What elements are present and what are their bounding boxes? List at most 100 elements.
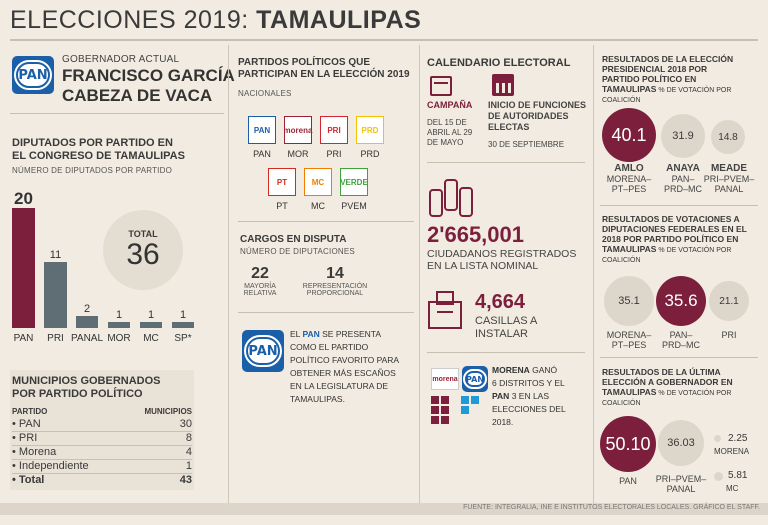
pan-note-1a: EL [290, 329, 303, 339]
bar-category-label: SP* [174, 333, 191, 344]
bar-category-label: MOR [107, 333, 130, 344]
pres-coal2-1: PT–PES [611, 184, 647, 194]
pres-label-2: ANAYA PAN– PRD–MC [655, 164, 711, 195]
municipios-count: 43 [179, 474, 192, 486]
gov-title-2: ELECCIÓN A GOBERNADOR EN [602, 377, 733, 387]
total-circle: TOTAL 36 [103, 210, 183, 290]
morena-note-3a: PAN [492, 391, 510, 401]
total-label: TOTAL [128, 229, 158, 239]
cargos-rp: 14 REPRESENTACIÓN PROPORCIONAL [300, 265, 370, 297]
fed-circle-2: 35.6 [656, 276, 706, 326]
bar-mor [108, 322, 130, 328]
municipios-row: • PRI 8 [12, 432, 192, 446]
bar-value-label: 11 [50, 249, 61, 261]
gov-coal2-2: PANAL [666, 484, 696, 494]
functions-label-1: INICIO DE FUNCIONES [488, 100, 587, 110]
bar-sp [172, 322, 194, 328]
municipios-title-line1: MUNICIPIOS GOBERNADOS [12, 375, 161, 387]
bar-value-label: 20 [14, 189, 33, 208]
morena-note-line2: 6 DISTRITOS Y EL [492, 378, 565, 388]
pres-title-2: PRESIDENCIAL 2018 POR [602, 64, 708, 74]
morena-note-1a: MORENA [492, 365, 530, 375]
bar-value-label: 2 [84, 303, 90, 315]
municipios-col-count: MUNICIPIOS [144, 407, 192, 416]
divider-1 [228, 45, 229, 503]
cargos-rule [238, 312, 414, 313]
governor-name-line1: FRANCISCO GARCÍA [62, 66, 235, 85]
fed-coal1-2: PAN– [669, 330, 693, 340]
pan-note-line3: POLÍTICO FAVORITO PARA [290, 355, 400, 365]
fed-label-3: PRI [709, 330, 749, 340]
pres-title-3: PARTIDO POLÍTICO EN [602, 74, 697, 84]
municipios-title: MUNICIPIOS GOBERNADOS POR PARTIDO POLÍTI… [12, 375, 161, 401]
casillas-label-1: CASILLAS A [475, 315, 538, 327]
casillas-rule [427, 352, 585, 353]
gov-coal1-3: MORENA [714, 447, 750, 456]
gov-unit: % DE VOTACIÓN POR [656, 390, 732, 397]
page-title: ELECCIONES 2019: TAMAULIPAS [10, 6, 421, 35]
morena-note: MORENA GANÓ 6 DISTRITOS Y EL PAN 3 EN LA… [492, 364, 566, 429]
cargos-mr-value: 22 [251, 265, 269, 282]
party-label: PAN [253, 149, 271, 159]
title-state: TAMAULIPAS [256, 6, 422, 34]
party-label: PRD [360, 149, 380, 159]
cargos-sub: NÚMERO DE DIPUTACIONES [240, 247, 355, 256]
pres-circle-1: 40.1 [602, 108, 656, 162]
pan-note-line6: TAMAULIPAS. [290, 394, 345, 404]
fed-unit: % DE VOTACIÓN POR [656, 247, 732, 254]
gov-value-2: 36.03 [667, 437, 695, 449]
gov-value-3: 2.25 [728, 433, 748, 444]
fed-coal1-3: PRI [721, 330, 737, 340]
total-value: 36 [126, 238, 160, 271]
morena-note-line1: MORENA GANÓ [492, 364, 566, 377]
gov-title: RESULTADOS DE LA ÚLTIMA ELECCIÓN A GOBER… [602, 367, 733, 409]
pan-note-line2: COMO EL PARTIDO [290, 342, 369, 352]
cargos-rp-label2: PROPORCIONAL [306, 290, 364, 297]
cargos-title: CARGOS EN DISPUTA [240, 234, 347, 245]
pan-logo-small: PAN [462, 366, 488, 392]
parties-rule [238, 221, 414, 222]
fed-label-2: PAN– PRD–MC [652, 330, 710, 350]
pan-note-line1: EL PAN SE PRESENTA [290, 328, 399, 341]
party-logo-mc: MC [304, 168, 332, 196]
campaign-dates: DEL 15 DE ABRIL AL 29 DE MAYO [427, 118, 472, 148]
pres-coal1-1: MORENA– [606, 174, 652, 184]
cargos-rp-label1: REPRESENTACIÓN [302, 283, 368, 290]
bar-panal [76, 316, 98, 328]
bar-pan [12, 208, 35, 328]
campaign-dates-2: ABRIL AL 29 [427, 128, 473, 137]
functions-label: INICIO DE FUNCIONES DE AUTORIDADES ELECT… [488, 100, 586, 133]
bar-category-label: PAN [14, 333, 34, 344]
fed-coal2-1: PT–PES [611, 340, 647, 350]
municipios-row: • PAN 30 [12, 418, 192, 432]
gov-value-1: 50.10 [605, 433, 651, 454]
citizens-label-2: EN LA LISTA NOMINAL [427, 260, 539, 272]
bar-pri [44, 262, 67, 328]
pres-coal1-3: PRI–PVEM– [703, 174, 755, 184]
pan-note-line5: EN LA LEGISLATURA DE [290, 381, 389, 391]
ballot-box-icon [428, 291, 462, 329]
party-logo-pvem: VERDE [340, 168, 368, 196]
municipios-table: • PAN 30 • PRI 8 • Morena 4 • Independiente 1 • … [12, 418, 192, 487]
municipios-panel [10, 370, 194, 490]
municipios-header: PARTIDO MUNICIPIOS [12, 407, 192, 416]
fed-coal2-2: PRD–MC [661, 340, 700, 350]
raised-hands-icon [429, 179, 473, 217]
functions-label-2: DE AUTORIDADES [488, 111, 569, 121]
morena-note-1b: GANÓ [529, 365, 558, 375]
fed-title-1: RESULTADOS DE VOTACIONES A [602, 214, 740, 224]
municipios-party: • PAN [12, 418, 41, 430]
pan-note-line4: OBTENER MÁS ESCAÑOS [290, 368, 396, 378]
gov-rule [10, 113, 224, 114]
footer-source: FUENTE: INTEGRALIA, INE E INSTITUTOS ELE… [463, 504, 760, 511]
fed-value-1: 35.1 [618, 295, 640, 307]
deputies-title-line2: EL CONGRESO DE TAMAULIPAS [12, 150, 185, 162]
bar-value-label: 1 [116, 309, 122, 321]
cargos-mr-label2: RELATIVA [243, 290, 277, 297]
morena-note-line4: ELECCIONES DEL [492, 404, 566, 414]
fed-value-2: 35.6 [664, 291, 698, 310]
bar-category-label: PANAL [71, 333, 103, 344]
municipios-count: 8 [185, 432, 192, 444]
pres-value-3: 14.8 [718, 131, 738, 143]
pan-logo-text: PAN [14, 60, 52, 90]
